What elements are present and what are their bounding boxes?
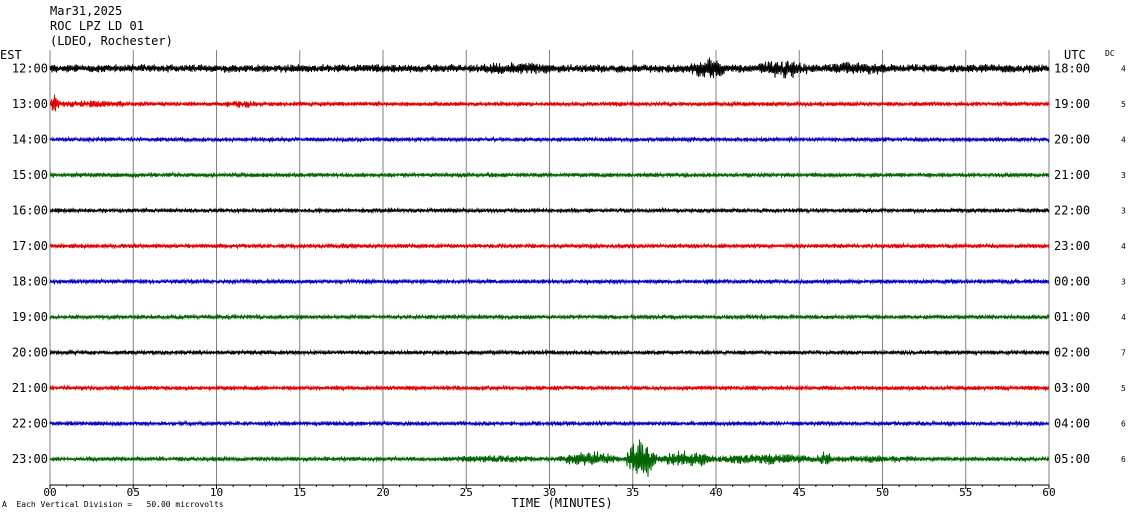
scale-footer: A Each Vertical Division = 50.00 microvo… <box>2 500 224 509</box>
seismic-trace <box>49 206 1050 215</box>
utc-hour-label: 19:00 <box>1054 97 1090 111</box>
dc-offset-value: 6 <box>1121 420 1126 429</box>
est-hour-label: 23:00 <box>12 452 48 466</box>
seismic-trace <box>49 57 1050 79</box>
utc-hour-label: 18:00 <box>1054 62 1090 76</box>
seismic-trace <box>49 419 1050 428</box>
header-network: (LDEO, Rochester) <box>50 34 173 48</box>
est-hour-label: 20:00 <box>12 346 48 360</box>
est-axis-label: EST <box>0 48 22 62</box>
dc-offset-value: 7 <box>1121 349 1126 358</box>
dc-offset-value: 4 <box>1121 65 1126 74</box>
utc-hour-label: 01:00 <box>1054 310 1090 324</box>
utc-hour-label: 05:00 <box>1054 452 1090 466</box>
utc-hour-label: 21:00 <box>1054 168 1090 182</box>
utc-hour-label: 02:00 <box>1054 346 1090 360</box>
seismic-trace <box>49 384 1050 392</box>
est-hour-label: 14:00 <box>12 133 48 147</box>
x-tick-label: 25 <box>460 486 473 499</box>
dc-offset-value: 3 <box>1121 207 1126 216</box>
seismic-trace <box>49 94 1050 112</box>
x-tick-label: 50 <box>876 486 889 499</box>
x-tick-label: 05 <box>127 486 140 499</box>
seismic-trace <box>49 348 1050 357</box>
x-tick-label: 20 <box>376 486 389 499</box>
x-tick-label: 55 <box>959 486 972 499</box>
utc-hour-label: 23:00 <box>1054 239 1090 253</box>
x-tick-label: 15 <box>293 486 306 499</box>
x-tick-label: 10 <box>210 486 223 499</box>
dc-offset-value: 3 <box>1121 278 1126 287</box>
utc-hour-label: 22:00 <box>1054 204 1090 218</box>
dc-offset-value: 4 <box>1121 136 1126 145</box>
utc-hour-label: 00:00 <box>1054 275 1090 289</box>
dc-offset-value: 3 <box>1121 171 1126 180</box>
x-tick-label: 00 <box>43 486 56 499</box>
x-axis-title: TIME (MINUTES) <box>511 496 612 510</box>
dc-offset-value: 4 <box>1121 313 1126 322</box>
seismic-trace <box>49 439 1050 477</box>
est-hour-label: 13:00 <box>12 97 48 111</box>
est-hour-label: 16:00 <box>12 204 48 218</box>
est-hour-label: 17:00 <box>12 239 48 253</box>
est-hour-label: 12:00 <box>12 62 48 76</box>
seismic-trace <box>49 242 1050 250</box>
dc-offset-value: 6 <box>1121 455 1126 464</box>
dc-label: DC <box>1105 49 1115 58</box>
x-tick-label: 30 <box>543 486 556 499</box>
x-tick-label: 35 <box>626 486 639 499</box>
header-date: Mar31,2025 <box>50 4 123 18</box>
utc-hour-label: 20:00 <box>1054 133 1090 147</box>
seismic-trace <box>49 313 1050 322</box>
x-tick-label: 40 <box>709 486 722 499</box>
utc-axis-label: UTC <box>1064 48 1086 62</box>
est-hour-label: 19:00 <box>12 310 48 324</box>
seismic-trace <box>49 171 1050 179</box>
est-hour-label: 18:00 <box>12 275 48 289</box>
utc-hour-label: 04:00 <box>1054 417 1090 431</box>
header-station: ROC LPZ LD 01 <box>50 19 144 33</box>
est-hour-label: 21:00 <box>12 381 48 395</box>
vertical-division-scale: Each Vertical Division = 50.00 microvolt… <box>16 500 224 509</box>
x-tick-label: 60 <box>1042 486 1055 499</box>
footer-mark: A <box>2 500 7 509</box>
seismic-trace <box>49 135 1050 144</box>
seismic-trace <box>49 277 1049 286</box>
utc-hour-label: 03:00 <box>1054 381 1090 395</box>
dc-offset-value: 5 <box>1121 100 1126 109</box>
x-tick-label: 45 <box>793 486 806 499</box>
est-hour-label: 22:00 <box>12 417 48 431</box>
dc-offset-value: 5 <box>1121 384 1126 393</box>
dc-offset-value: 4 <box>1121 242 1126 251</box>
est-hour-label: 15:00 <box>12 168 48 182</box>
